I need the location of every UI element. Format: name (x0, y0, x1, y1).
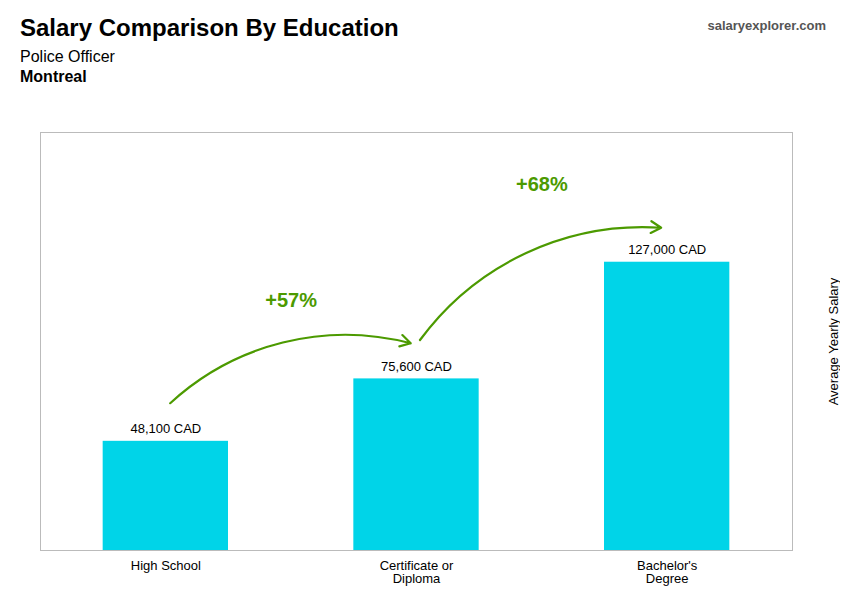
html-text:Police Officer: Police Officer (20, 48, 115, 65)
html-text:Salary Comparison By Education: Salary Comparison By Education (20, 14, 399, 41)
svg-text:48,100 CAD: 48,100 CAD (130, 421, 201, 436)
svg-text:Bachelor'sDegree: Bachelor'sDegree (637, 558, 698, 586)
svg-text:Certificate orDiploma: Certificate orDiploma (380, 558, 454, 586)
html-text:salaryexplorer.com: salaryexplorer.com (707, 18, 826, 33)
svg-text:Average Yearly Salary: Average Yearly Salary (826, 277, 841, 405)
svg-text:+68%: +68% (516, 173, 568, 195)
svg-text:+57%: +57% (265, 289, 317, 311)
svg-text:High School: High School (131, 558, 201, 573)
svg-text:127,000 CAD: 127,000 CAD (628, 242, 706, 257)
html-text:Montreal: Montreal (20, 68, 87, 85)
svg-text:75,600 CAD: 75,600 CAD (381, 359, 452, 374)
